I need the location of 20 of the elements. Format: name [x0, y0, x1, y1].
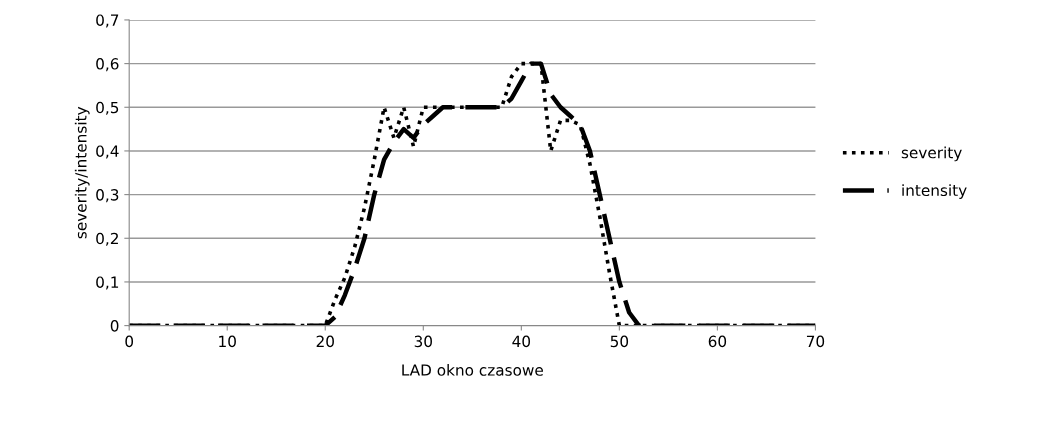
y-tick-label: 0,6: [96, 58, 119, 72]
x-tick-label: 0: [125, 335, 134, 348]
y-tick-label: 0: [110, 320, 119, 332]
legend-label: severity: [901, 146, 962, 162]
x-axis-title: LAD okno czasowe: [402, 364, 543, 376]
x-tick-label: 20: [316, 335, 334, 348]
x-tick-label: 10: [219, 335, 236, 348]
y-tick-label: 0,7: [96, 14, 119, 28]
y-tick-label: 0,3: [96, 189, 119, 203]
y-tick-label: 0,2: [96, 232, 118, 246]
y-axis-title: severity/intensity: [74, 106, 90, 239]
x-tick-label: 40: [512, 335, 531, 348]
x-tick-label: 60: [708, 335, 727, 348]
y-tick-label: 0,1: [96, 276, 119, 290]
legend-label: intensity: [902, 184, 967, 200]
x-tick-label: 50: [610, 335, 629, 348]
y-tick-label: 0,5: [96, 101, 119, 115]
x-tick-label: 30: [414, 335, 432, 348]
x-tick-label: 70: [806, 335, 825, 348]
y-tick-label: 0,4: [96, 145, 119, 159]
